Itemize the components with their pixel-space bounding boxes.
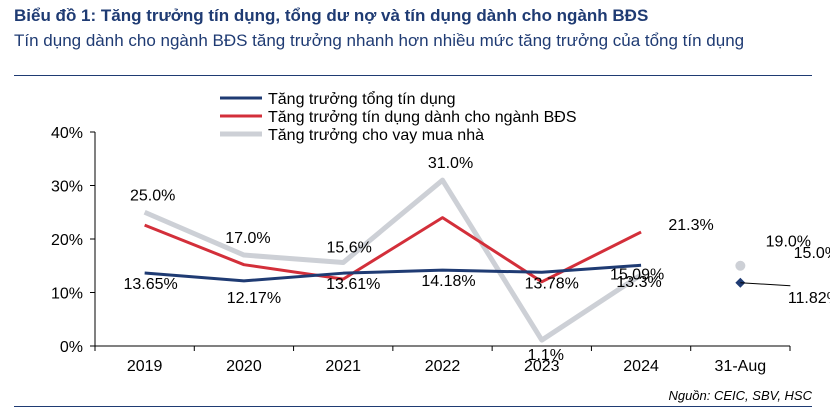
data-label: 13.3% (616, 274, 661, 291)
data-label: 1.1% (528, 347, 564, 364)
data-label: 15.6% (327, 240, 372, 257)
x-tick-label: 2024 (623, 358, 659, 375)
x-tick-label: 2021 (325, 358, 361, 375)
data-label: 13.78% (525, 275, 579, 292)
x-tick-label: 2022 (425, 358, 461, 375)
annotation-label: 19.0% (766, 233, 811, 250)
data-label: 14.18% (421, 273, 475, 290)
data-label: 25.0% (130, 187, 175, 204)
y-tick-label: 0% (60, 339, 83, 356)
x-tick-label: 2019 (127, 358, 163, 375)
footer-divider (14, 406, 812, 407)
data-label: 15.0% (794, 245, 830, 262)
data-label: 31.0% (428, 155, 473, 172)
legend-label: Tăng trưởng tín dụng dành cho ngành BĐS (268, 109, 577, 126)
y-tick-label: 40% (51, 125, 83, 142)
data-label: 12.17% (227, 290, 281, 307)
chart-title: Biểu đồ 1: Tăng trưởng tín dụng, tổng dư… (14, 6, 649, 25)
data-label: 11.82% (788, 290, 830, 307)
series-line-1 (144, 216, 642, 284)
data-label: 13.65% (124, 276, 178, 293)
y-tick-label: 20% (51, 232, 83, 249)
data-label: 17.0% (225, 230, 270, 247)
series-line-0 (144, 263, 642, 283)
data-label-layer: 13.65% 12.17% 13.61% 14.18% 13.78% 15.09% 11.8… (124, 155, 830, 364)
y-tick-label: 10% (51, 286, 83, 303)
series-line-2 (143, 177, 643, 343)
legend-label: Tăng trưởng tổng tín dụng (268, 90, 456, 108)
legend-label: Tăng trưởng cho vay mua nhà (268, 127, 484, 144)
x-tick-label: 31-Aug (715, 358, 767, 375)
marker-point (735, 260, 746, 271)
x-tick-label: 2020 (226, 358, 262, 375)
x-tick-label: 2023 (524, 358, 560, 375)
data-label: 21.3% (668, 217, 713, 234)
data-label: 15.09% (610, 266, 664, 283)
leader-line (740, 282, 791, 287)
data-label: 13.61% (326, 276, 380, 293)
axis-layer: 0% 10% 20% 30% 40% 2019 2020 2021 2022 2023 2024 31… (51, 125, 791, 375)
source-note: Nguồn: CEIC, SBV, HSC (668, 388, 812, 403)
y-tick-label: 30% (51, 179, 83, 196)
header-divider (14, 75, 812, 76)
series-layer (143, 177, 791, 343)
chart-subtitle: Tín dụng dành cho ngành BĐS tăng trưởng … (14, 31, 745, 50)
